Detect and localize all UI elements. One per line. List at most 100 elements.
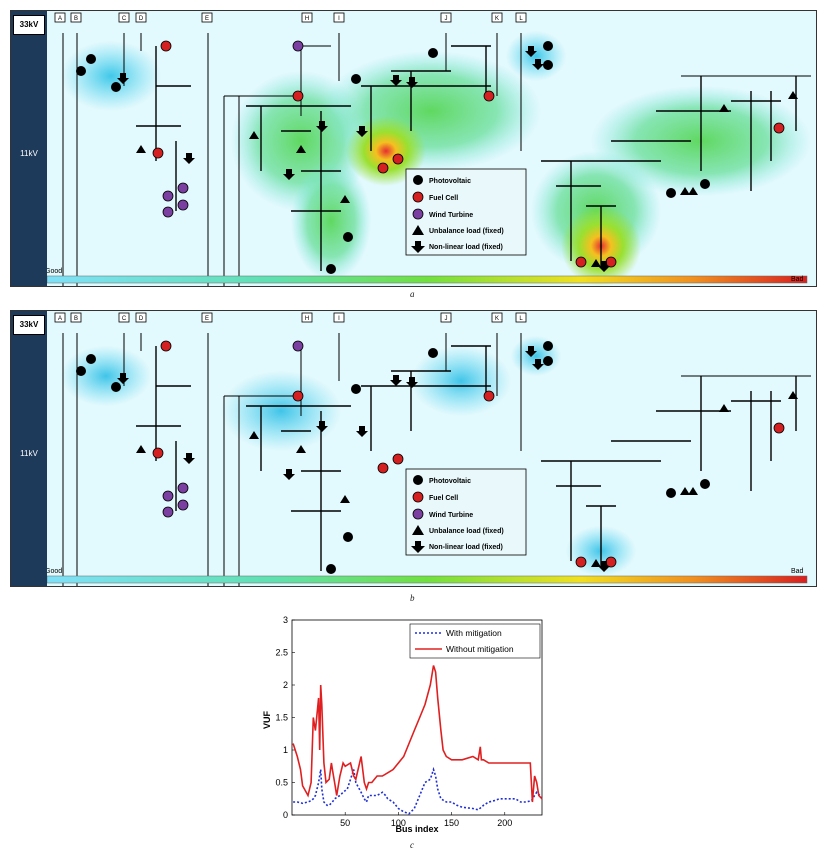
unbalance-load-icon [340,495,350,503]
legend-label: Fuel Cell [429,195,458,202]
y-tick-label: 0.5 [275,778,288,788]
legend-label-without-mitigation: Without mitigation [446,644,514,654]
heat-zone-hot [346,116,426,186]
non-linear-load-icon [283,469,295,480]
photovoltaic-icon [428,348,438,358]
feeder-label: I [338,16,340,22]
unbalance-load-icon [136,445,146,453]
unbalance-load-icon [249,431,259,439]
scale-good-label: Good [45,268,62,275]
feeder-label: J [445,316,448,322]
y-tick-label: 0 [283,810,288,820]
photovoltaic-icon [343,232,353,242]
legend-label: Wind Turbine [429,212,473,219]
wind-turbine-icon [177,182,189,194]
feeder-label: D [139,316,144,322]
wind-turbine-icon [162,490,174,502]
non-linear-load-icon [598,561,610,572]
photovoltaic-icon [76,66,86,76]
fuel-cell-icon [605,256,617,268]
fuel-cell-icon [773,122,785,134]
unbalance-load-icon [136,145,146,153]
fuel-cell-icon [575,256,587,268]
heat-zone [291,161,371,281]
fuel-cell-icon [575,556,587,568]
unbalance-load-icon [788,391,798,399]
x-axis-ticks: 50 100 150 200 [340,812,512,828]
non-linear-load-icon [183,453,195,464]
non-linear-load-icon [283,169,295,180]
vuf-line-chart: 00.511.522.53 50 100 150 200 VUF Bus index … [262,615,543,834]
unbalance-load-icon [719,404,729,412]
non-linear-load-icon [525,346,537,357]
photovoltaic-icon [666,488,676,498]
caption-c: c [410,840,414,850]
x-tick-label: 200 [497,818,512,828]
non-linear-load-icon [532,59,544,70]
voltage-33kv-label: 33kV [13,15,45,35]
photovoltaic-icon [543,41,553,51]
non-linear-load-icon [532,359,544,370]
fuel-cell-icon [152,447,164,459]
wind-turbine-icon [292,40,304,52]
fuel-cell-icon [392,453,404,465]
heat-zone [411,346,511,416]
x-tick-label: 150 [444,818,459,828]
photovoltaic-icon [326,264,336,274]
fuel-cell-icon [292,90,304,102]
feeder-label: B [74,316,78,322]
fuel-cell-icon [292,390,304,402]
fuel-cell-icon [392,153,404,165]
unbalance-load-icon [296,145,306,153]
unbalance-load-icon [719,104,729,112]
wind-turbine-icon [292,340,304,352]
series-line-without-mitigation [292,665,543,803]
y-tick-label: 3 [283,615,288,625]
non-linear-load-icon [316,121,328,132]
unbalance-load-icon [296,445,306,453]
photovoltaic-icon [351,74,361,84]
photovoltaic-icon [326,564,336,574]
wind-turbine-icon [412,208,424,220]
series-line-with-mitigation [293,766,543,815]
photovoltaic-icon [700,479,710,489]
heat-zone [511,336,561,376]
wind-turbine-icon [177,499,189,511]
feeder-label-group: A B C D E H I J K L [54,12,527,23]
feeder-lines [62,33,811,286]
scale-bad-label: Bad [791,568,804,575]
feeder-label: C [122,316,127,322]
feeder-label: K [495,16,499,22]
non-linear-load-icon [406,77,418,88]
non-linear-load-icon [390,75,402,86]
photovoltaic-icon [86,354,96,364]
non-linear-load-icon [117,373,129,384]
heat-zone [61,41,161,111]
non-linear-load-icon [411,241,425,253]
photovoltaic-icon [111,382,121,392]
non-linear-load-icon [598,261,610,272]
legend-label: Non-linear load (fixed) [429,244,503,251]
feeder-label: E [205,16,209,22]
caption-a: a [410,289,415,299]
unbalance-load-icon [412,525,424,535]
y-tick-label: 1.5 [275,713,288,723]
photovoltaic-icon [428,48,438,58]
feeder-label: C [122,16,127,22]
quality-scale-bar [46,575,808,584]
unbalance-load-icon [788,91,798,99]
voltage-11kv-label: 11kV [20,449,38,458]
heat-zone [61,346,151,406]
unbalance-load-icon [591,259,601,267]
fuel-cell-icon [605,556,617,568]
y-tick-label: 2 [283,680,288,690]
feeder-label: A [58,16,62,22]
photovoltaic-icon [413,475,423,485]
non-linear-load-icon [356,426,368,437]
photovoltaic-icon [666,188,676,198]
wind-turbine-icon [162,190,174,202]
feeder-label: K [495,316,499,322]
non-linear-load-icon [390,375,402,386]
fuel-cell-icon [152,147,164,159]
caption-b: b [410,593,415,603]
